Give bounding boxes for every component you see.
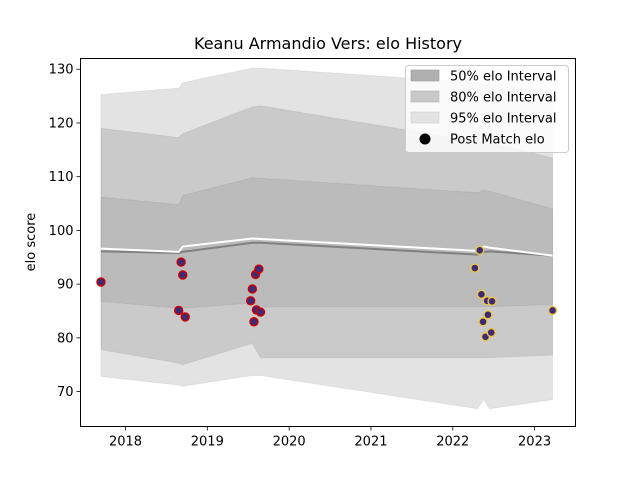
data-point-14 [476,289,487,300]
post-match-points [96,245,558,342]
y-axis-label: elo score [24,213,39,272]
x-tick-label-2020: 2020 [273,435,306,450]
mean-line [100,237,553,257]
legend-label-post-match: Post Match elo [450,133,545,148]
chart-title: Keanu Armandio Vers: elo History [194,34,462,53]
data-point-11 [255,307,266,317]
x-tick-label-2018: 2018 [109,435,142,450]
y-tick-label-80: 80 [57,331,74,346]
data-point-15 [478,317,488,327]
data-point-0 [96,277,106,287]
legend-swatch-50 [410,69,440,82]
data-point-12 [470,263,480,273]
x-tick-label-2023: 2023 [518,435,551,450]
y-tick-label-120: 120 [49,116,74,131]
data-point-6 [247,284,258,294]
data-point-10 [254,264,264,274]
legend-frame [405,65,569,153]
legend-label-95: 95% elo Interval [450,112,557,127]
legend: 50% elo Interval 80% elo Interval 95% el… [405,65,569,153]
data-point-2 [176,257,186,267]
y-tick-label-90: 90 [57,278,74,293]
y-tick-label-70: 70 [57,385,74,400]
y-axis: 70 80 90 100 110 120 130 [49,63,81,400]
y-tick-label-110: 110 [49,170,74,185]
legend-label-50: 50% elo Interval [450,70,557,85]
data-point-19 [486,327,496,338]
band-80-interval [100,105,554,366]
plot-frame [80,58,576,427]
x-axis: 2018 2019 2020 2021 2022 2023 [109,426,551,450]
x-tick-label-2021: 2021 [354,435,387,450]
y-tick-label-130: 130 [49,63,74,78]
x-tick-label-2019: 2019 [191,435,224,450]
data-point-18 [483,310,493,320]
legend-swatch-80 [410,90,440,103]
median-line [100,241,553,257]
legend-label-80: 80% elo Interval [450,91,557,106]
data-point-7 [249,317,259,327]
data-point-21 [547,305,558,316]
data-point-5 [245,296,256,306]
x-tick-label-2022: 2022 [436,435,469,450]
y-tick-label-100: 100 [49,224,74,239]
data-point-13 [475,245,485,255]
trend-lines [100,237,553,257]
data-point-3 [178,270,188,280]
data-point-20 [487,296,497,307]
legend-swatch-95 [410,111,440,124]
band-95-interval [100,67,554,410]
data-point-1 [173,305,184,316]
data-point-4 [180,312,190,322]
legend-marker-post-match [419,133,431,145]
